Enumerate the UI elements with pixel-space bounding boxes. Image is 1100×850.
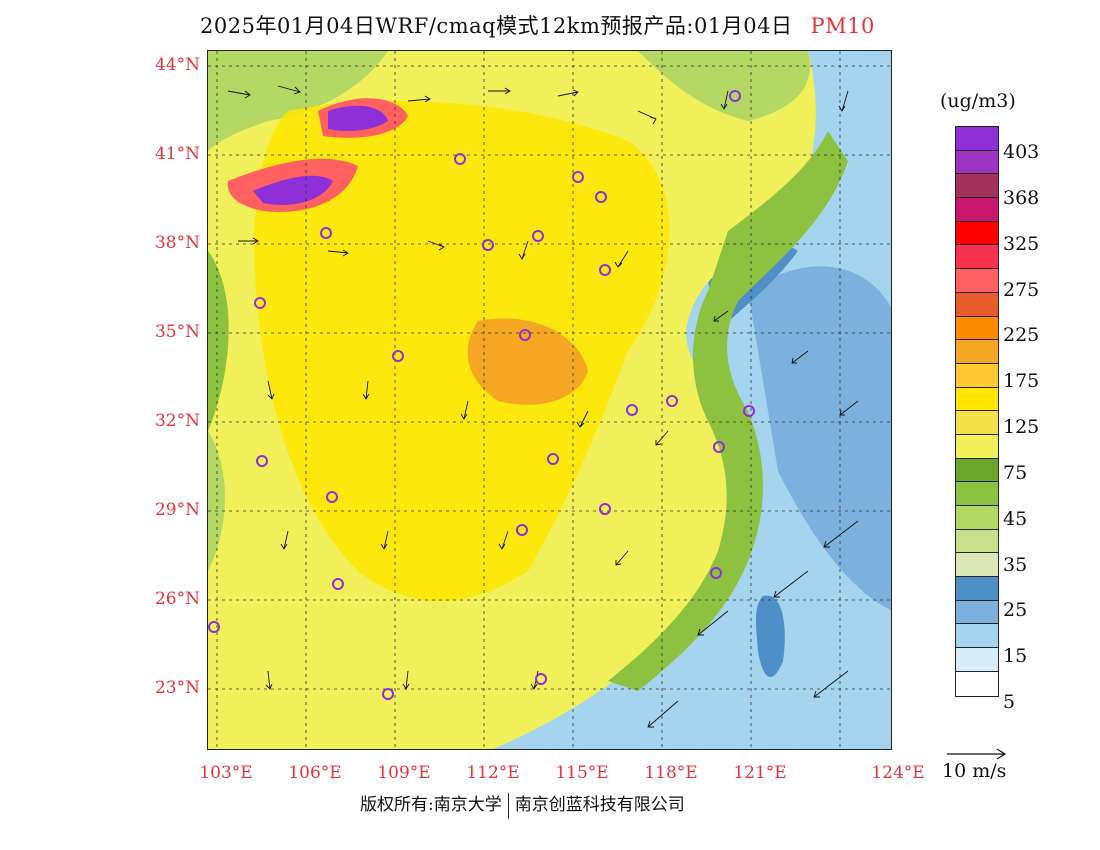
lon-label-103: 103°E: [199, 763, 253, 783]
cb-label-225: 225: [1003, 324, 1040, 346]
colorbar-swatch: [956, 245, 998, 270]
lon-label-112: 112°E: [466, 763, 520, 783]
colorbar-swatch: [956, 198, 998, 222]
cb-label-125: 125: [1003, 416, 1040, 438]
colorbar-unit: (ug/m3): [940, 90, 1016, 112]
colorbar-swatch: [956, 127, 998, 151]
map-svg: [208, 51, 891, 749]
colorbar-swatch: [956, 150, 998, 175]
cb-label-25: 25: [1003, 599, 1028, 621]
lat-label-26: 26°N: [154, 589, 200, 609]
lon-label-115: 115°E: [555, 763, 609, 783]
cb-label-5: 5: [1003, 691, 1016, 713]
lon-label-121: 121°E: [733, 763, 787, 783]
northwest-band: [208, 51, 388, 151]
colorbar-swatch: [956, 506, 998, 530]
colorbar-swatch: [956, 553, 998, 578]
nw-peak-1-core: [328, 105, 388, 131]
title-text: 2025年01月04日WRF/cmaq模式12km预报产品:01月04日: [200, 14, 793, 38]
cb-label-403: 403: [1003, 141, 1040, 163]
colorbar-swatch: [956, 387, 998, 412]
cb-label-368: 368: [1003, 187, 1040, 209]
footer-divider: [507, 792, 509, 819]
colorbar-swatch: [956, 648, 998, 672]
lat-label-29: 29°N: [154, 500, 200, 520]
taiwan-island: [755, 595, 785, 678]
forecast-map[interactable]: [207, 50, 892, 750]
colorbar-swatch: [956, 577, 998, 601]
footer-company: 南京创蓝科技有限公司: [514, 795, 685, 815]
footer: 版权所有:南京大学 南京创蓝科技有限公司: [360, 790, 685, 819]
lon-label-118: 118°E: [644, 763, 698, 783]
wind-reference-arrow: [945, 745, 1010, 764]
colorbar-swatch: [956, 292, 998, 317]
lon-label-124: 124°E: [871, 763, 925, 783]
lat-label-44: 44°N: [154, 55, 200, 75]
colorbar-swatch: [956, 624, 998, 649]
colorbar-swatch: [956, 529, 998, 554]
lat-label-32: 32°N: [154, 411, 200, 431]
wind-reference-label: 10 m/s: [942, 760, 1007, 782]
colorbar-swatch: [956, 269, 998, 293]
cb-label-15: 15: [1003, 645, 1028, 667]
colorbar-swatch: [956, 458, 998, 483]
colorbar-swatch: [956, 671, 998, 696]
colorbar-swatch: [956, 221, 998, 246]
footer-copyright: 版权所有:南京大学: [360, 795, 502, 815]
lon-label-109: 109°E: [377, 763, 431, 783]
cb-label-275: 275: [1003, 279, 1040, 301]
colorbar-swatch: [956, 340, 998, 364]
central-band: [254, 101, 670, 601]
west-green-2: [208, 431, 225, 571]
wind-vectors: [227, 85, 859, 728]
city-markers: [208, 90, 755, 700]
lat-label-35: 35°N: [154, 322, 200, 342]
cb-label-35: 35: [1003, 554, 1028, 576]
cb-label-325: 325: [1003, 233, 1040, 255]
colorbar-swatch: [956, 434, 998, 459]
lon-label-106: 106°E: [288, 763, 342, 783]
lat-label-23: 23°N: [154, 678, 200, 698]
central-hotspot: [467, 318, 588, 405]
colorbar-swatch: [956, 600, 998, 625]
colorbar-swatch: [956, 411, 998, 435]
colorbar-swatch: [956, 482, 998, 506]
colorbar-swatch: [956, 316, 998, 341]
title-variable: PM10: [810, 14, 875, 38]
coastal-low-band: [608, 131, 848, 691]
lat-label-41: 41°N: [154, 144, 200, 164]
colorbar-swatch: [956, 174, 998, 199]
lat-label-38: 38°N: [154, 233, 200, 253]
north-band: [638, 51, 810, 121]
colorbar: [955, 126, 999, 697]
west-green: [208, 251, 229, 431]
colorbar-swatch: [956, 363, 998, 388]
cb-label-175: 175: [1003, 370, 1040, 392]
nw-peak-2-core: [253, 175, 333, 205]
cb-label-75: 75: [1003, 462, 1028, 484]
cb-label-45: 45: [1003, 508, 1028, 530]
sea-deep: [748, 266, 891, 610]
chart-title: 2025年01月04日WRF/cmaq模式12km预报产品:01月04日 PM10: [200, 10, 875, 40]
graticule: [208, 51, 891, 749]
